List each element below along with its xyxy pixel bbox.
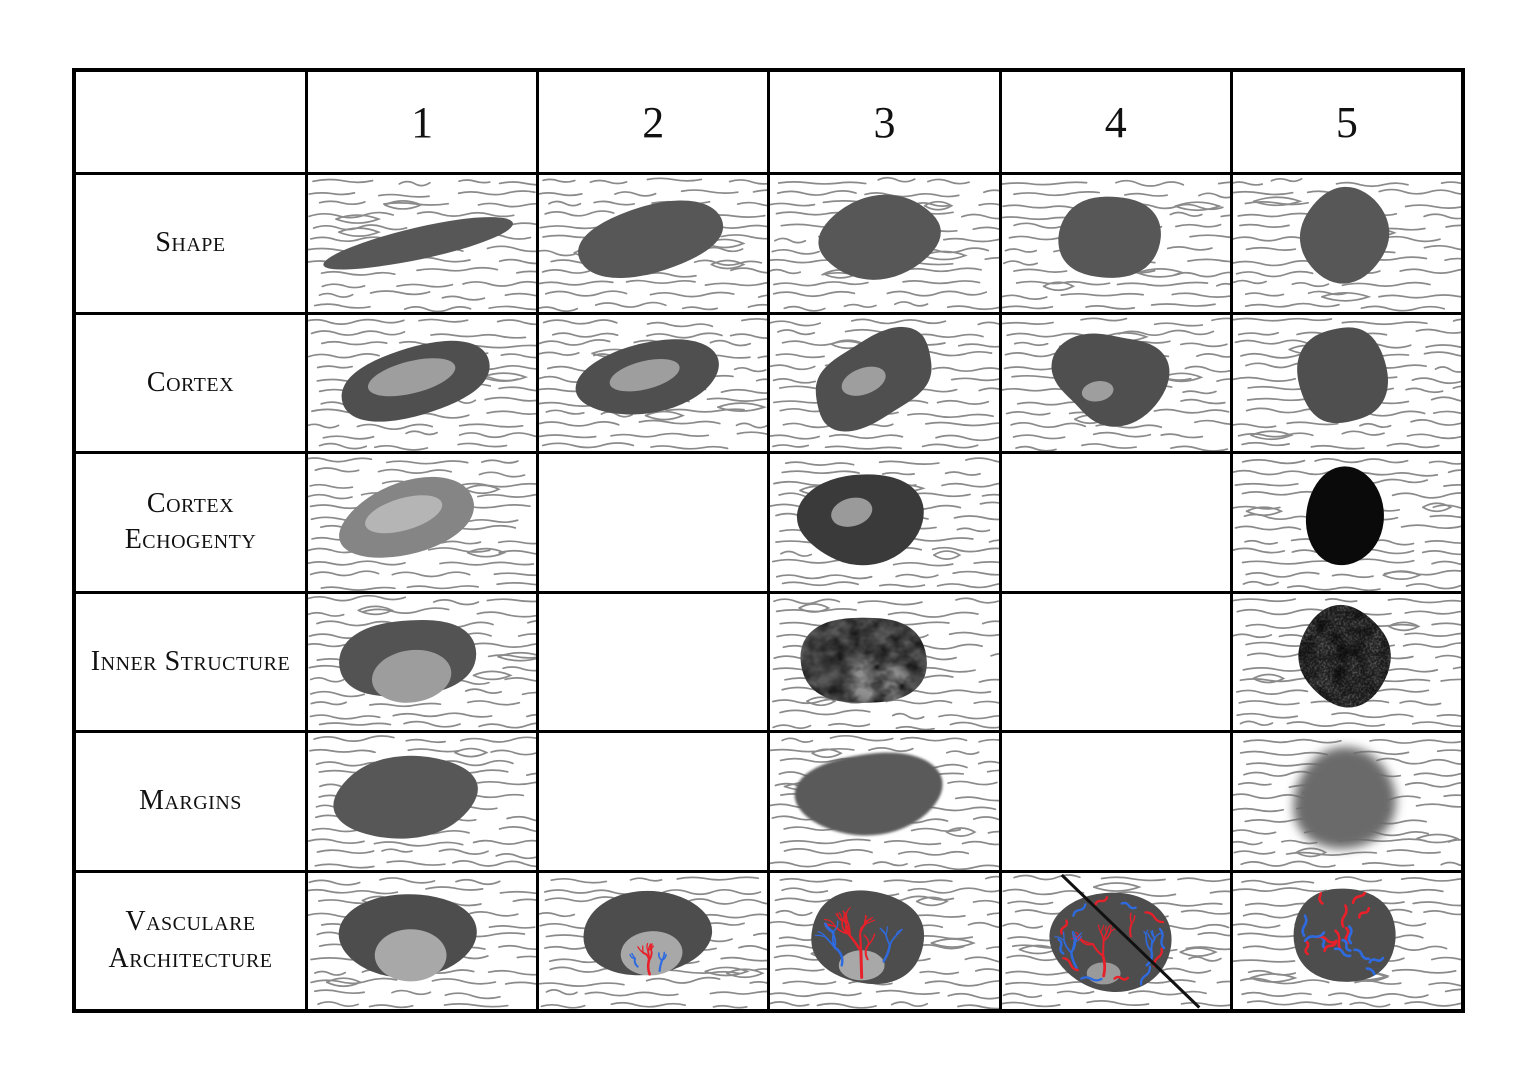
row-label-inner-structure: Inner Structure [76, 593, 305, 730]
heterogeneous-mottled-node-illustration [772, 596, 999, 730]
cell-margins-4 [1001, 733, 1230, 870]
cell-inner-structure-1 [308, 593, 537, 730]
hyperechoic-cortex-node-illustration [308, 457, 537, 591]
cell-shape-3 [770, 175, 999, 312]
rounded-oval-node-illustration [1001, 179, 1230, 310]
cell-shape-5 [1232, 175, 1461, 312]
row-label-text: Shape [155, 227, 226, 259]
cell-cortex-echogenty-5 [1232, 454, 1461, 591]
column-header-4: 4 [1001, 72, 1230, 172]
cell-vasculare-architecture-5 [1232, 872, 1461, 1009]
cell-cortex-5 [1232, 314, 1461, 451]
row-label-text: Inner Structure [90, 645, 291, 677]
row-label-cortex: Cortex [76, 314, 305, 451]
heterogeneous-dark-node-illustration [1232, 597, 1461, 727]
slightly-blurred-margin-node-illustration [770, 734, 999, 870]
thick-cortex-hilum-node-illustration [539, 317, 768, 450]
hilar-branching-vessels-node-illustration [770, 875, 999, 1009]
row-label-text: Vasculare Architecture [108, 906, 273, 974]
cell-inner-structure-5 [1232, 593, 1461, 730]
cell-margins-1 [308, 733, 537, 870]
oval-node-illustration [770, 176, 999, 312]
scattered-vessels-node-illustration [1232, 875, 1461, 1008]
column-header-label: 4 [1104, 97, 1127, 147]
cell-cortex-1 [308, 314, 537, 451]
column-header-1: 1 [308, 72, 537, 172]
row-label-vasculare-architecture: Vasculare Architecture [76, 872, 305, 1009]
cell-cortex-echogenty-3 [770, 454, 999, 591]
cell-margins-5 [1232, 733, 1461, 870]
thin-cortex-large-hilum-node-illustration [308, 318, 537, 451]
row-label-text: Margins [139, 785, 242, 817]
cell-cortex-echogenty-2 [539, 454, 768, 591]
row-label-text: Cortex Echogenty [124, 487, 257, 556]
column-header-label: 3 [873, 97, 896, 147]
hypoechoic-cortex-node-illustration [770, 457, 999, 589]
row-label-text: Cortex [146, 366, 235, 398]
column-header-3: 3 [770, 72, 999, 172]
corner-cell [76, 72, 305, 172]
avascular-node-with-hilum-illustration [308, 876, 537, 1008]
flat-oblique-node-illustration [308, 178, 537, 312]
irregular-cortex-small-hilum-node-illustration [770, 318, 999, 450]
cell-vasculare-architecture-3 [770, 872, 999, 1009]
cell-shape-1 [308, 175, 537, 312]
cell-vasculare-architecture-4 [1001, 872, 1230, 1009]
row-label-shape: Shape [76, 175, 305, 312]
cell-cortex-echogenty-1 [308, 454, 537, 591]
cell-shape-4 [1001, 175, 1230, 312]
ultrasound-feature-scoring-table: 1 2 3 4 5 Shape Cortex Cortex Echogenty Inner St… [72, 68, 1465, 1013]
row-label-margins: Margins [76, 733, 305, 870]
column-header-label: 5 [1335, 97, 1358, 147]
column-header-label: 2 [642, 97, 665, 147]
no-hilum-node-illustration [1232, 317, 1461, 450]
cell-shape-2 [539, 175, 768, 312]
column-header-2: 2 [539, 72, 768, 172]
cell-margins-2 [539, 733, 768, 870]
cell-margins-3 [770, 733, 999, 870]
row-label-cortex-echogenty: Cortex Echogenty [76, 454, 305, 591]
column-header-label: 1 [411, 97, 434, 147]
diffuse-vessels-crossed-node-illustration [1001, 873, 1230, 1009]
cell-inner-structure-4 [1001, 593, 1230, 730]
hilar-vessels-node-illustration [539, 875, 768, 1009]
anechoic-black-node-illustration [1232, 457, 1461, 591]
cell-vasculare-architecture-1 [308, 872, 537, 1009]
column-header-5: 5 [1232, 72, 1461, 172]
cell-vasculare-architecture-2 [539, 872, 768, 1009]
oval-oblique-node-illustration [539, 177, 768, 312]
feature-table: 1 2 3 4 5 Shape Cortex Cortex Echogenty Inner St… [72, 68, 1465, 1013]
homogeneous-node-with-hilum-illustration [308, 594, 537, 729]
cell-cortex-3 [770, 314, 999, 451]
lobulated-cortex-tiny-hilum-node-illustration [1001, 316, 1230, 451]
round-node-illustration [1232, 177, 1461, 312]
cell-cortex-echogenty-4 [1001, 454, 1230, 591]
cell-inner-structure-2 [539, 593, 768, 730]
sharp-margin-node-illustration [308, 735, 537, 869]
blurred-margin-node-illustration [1232, 738, 1461, 868]
cell-inner-structure-3 [770, 593, 999, 730]
cell-cortex-2 [539, 314, 768, 451]
cell-cortex-4 [1001, 314, 1230, 451]
